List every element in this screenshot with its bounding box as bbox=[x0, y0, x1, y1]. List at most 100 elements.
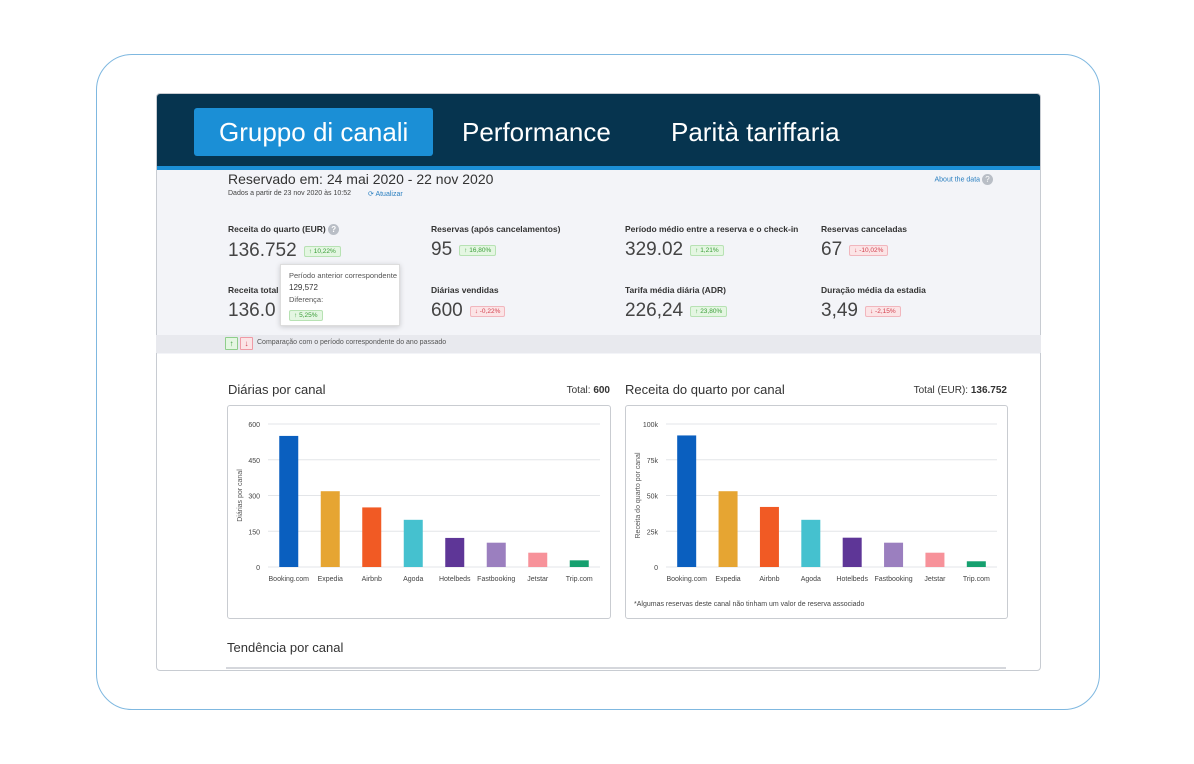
refresh-link[interactable]: ⟳ Atualizar bbox=[368, 190, 403, 198]
x-tick-label: Airbnb bbox=[362, 576, 382, 583]
diarias-title: Diárias por canal bbox=[228, 382, 326, 397]
diarias-total: Total: 600 bbox=[566, 385, 610, 396]
metric-value: 600 bbox=[431, 300, 463, 321]
bar-fastbooking[interactable] bbox=[486, 542, 506, 567]
about-data-label: About the data bbox=[934, 176, 981, 184]
bar-booking-com[interactable] bbox=[279, 435, 299, 567]
trend-chart-top-border bbox=[226, 667, 1006, 669]
tab-parita-tariffaria[interactable]: Parità tariffaria bbox=[671, 117, 840, 147]
metric-value: 136.0 bbox=[228, 300, 276, 321]
metric-label: Duração média da estadia bbox=[821, 285, 926, 295]
bar-airbnb[interactable] bbox=[362, 507, 382, 567]
x-tick-label: Expedia bbox=[715, 576, 740, 583]
change-badge: ↑ 5,25% bbox=[289, 310, 323, 321]
diarias-chart: 0 150 300 450 600 Diárias por canal Booking.co… bbox=[227, 405, 611, 619]
metric-receita-quarto: Receita do quarto (EUR) ? 136.752 ↑ 10,2… bbox=[228, 224, 418, 262]
refresh-label: Atualizar bbox=[375, 191, 403, 198]
metric-periodo-medio: Período médio entre a reserva e o check-… bbox=[625, 224, 815, 261]
bar-expedia[interactable] bbox=[320, 491, 340, 567]
metric-label: Tarifa média diária (ADR) bbox=[625, 285, 726, 295]
content-area: Reservado em: 24 mai 2020 - 22 nov 2020 … bbox=[156, 93, 1041, 671]
y-tick-label: 450 bbox=[248, 458, 260, 465]
tooltip-title: Período anterior correspondente bbox=[289, 271, 397, 280]
about-data-link[interactable]: About the data ? bbox=[934, 174, 993, 185]
comparison-text: Comparação com o período correspondente … bbox=[257, 339, 447, 346]
metric-label: Reservas canceladas bbox=[821, 224, 908, 234]
metric-reservas-canceladas: Reservas canceladas 67 ↓ -10,02% bbox=[821, 224, 1011, 261]
tab-performance[interactable]: Performance bbox=[462, 117, 611, 147]
x-tick-label: Agoda bbox=[403, 576, 423, 583]
x-tick-label: Fastbooking bbox=[874, 576, 912, 583]
metric-adr: Tarifa média diária (ADR) 226,24 ↑ 23,80… bbox=[625, 285, 815, 322]
metric-label: Diárias vendidas bbox=[431, 285, 499, 295]
x-tick-label: Hotelbeds bbox=[836, 576, 868, 583]
metric-label: Período médio entre a reserva e o check-… bbox=[625, 224, 799, 234]
help-icon[interactable]: ? bbox=[982, 174, 993, 185]
trend-title: Tendência por canal bbox=[227, 640, 344, 655]
bar-airbnb[interactable] bbox=[759, 506, 779, 567]
change-badge: ↓ -10,02% bbox=[849, 244, 889, 256]
arrow-up-icon: ↑ bbox=[225, 337, 238, 350]
x-tick-label: Jetstar bbox=[924, 576, 946, 583]
metric-value: 329.02 bbox=[625, 239, 684, 260]
metric-label: Reservas (após cancelamentos) bbox=[431, 224, 561, 234]
bar-trip-com[interactable] bbox=[569, 560, 589, 567]
bar-jetstar[interactable] bbox=[528, 552, 548, 567]
x-tick-label: Booking.com bbox=[269, 576, 310, 583]
change-badge: ↑ 1,21% bbox=[690, 244, 724, 256]
diarias-chart-svg: 0 150 300 450 600 Diárias por canal Booking.co… bbox=[237, 422, 600, 583]
y-tick-label: 0 bbox=[654, 565, 658, 572]
change-badge: ↓ -2,15% bbox=[864, 305, 901, 317]
x-tick-label: Airbnb bbox=[759, 576, 779, 583]
arrow-up-icon: ↑ bbox=[308, 247, 312, 255]
arrow-down-icon: ↓ bbox=[869, 307, 874, 315]
bar-booking-com[interactable] bbox=[677, 435, 697, 567]
bar-trip-com[interactable] bbox=[966, 561, 986, 567]
data-timestamp: Dados a partir de 23 nov 2020 às 10:52 bbox=[228, 190, 351, 197]
x-tick-label: Trip.com bbox=[963, 576, 990, 583]
change-badge: ↑ 10,22% bbox=[303, 245, 341, 257]
arrow-down-icon: ↓ bbox=[474, 307, 478, 315]
bar-agoda[interactable] bbox=[403, 519, 423, 567]
change-badge: ↑ 23,80% bbox=[690, 305, 728, 317]
bar-expedia[interactable] bbox=[718, 491, 738, 567]
metric-value: 226,24 bbox=[625, 300, 684, 321]
tab-gruppo-di-canali[interactable]: Gruppo di canali bbox=[194, 108, 434, 156]
help-icon[interactable]: ? bbox=[328, 224, 340, 236]
arrow-up-icon: ↑ bbox=[695, 246, 699, 254]
metric-value: 95 bbox=[431, 239, 453, 260]
bar-jetstar[interactable] bbox=[925, 552, 945, 567]
bar-hotelbeds[interactable] bbox=[445, 537, 465, 567]
change-badge: ↑ 16,80% bbox=[459, 244, 497, 256]
arrow-down-icon: ↓ bbox=[240, 337, 253, 350]
bar-fastbooking[interactable] bbox=[884, 542, 904, 567]
metric-label: Receita total bbox=[228, 285, 279, 295]
comparison-legend: ↑ ↓ Comparação com o período corresponde… bbox=[156, 335, 1041, 353]
bar-hotelbeds[interactable] bbox=[842, 537, 862, 567]
metric-diarias-vendidas: Diárias vendidas 600 ↓ -0,22% bbox=[431, 285, 621, 322]
metric-label: Receita do quarto (EUR) bbox=[228, 224, 326, 234]
y-tick-label: 600 bbox=[248, 422, 260, 429]
chart-note: *Algumas reservas deste canal não tinham… bbox=[634, 601, 865, 608]
arrow-up-icon: ↑ bbox=[294, 312, 298, 319]
y-axis-label: Receita do quarto por canal bbox=[635, 452, 642, 538]
arrow-down-icon: ↓ bbox=[854, 246, 858, 254]
comparison-tooltip: Período anterior correspondente 129,572 … bbox=[280, 264, 400, 326]
bar-agoda[interactable] bbox=[801, 519, 821, 567]
receita-title: Receita do quarto por canal bbox=[625, 382, 785, 397]
refresh-icon: ⟳ bbox=[368, 191, 374, 198]
y-tick-label: 150 bbox=[248, 529, 260, 536]
tooltip-value: 129,572 bbox=[289, 283, 318, 292]
y-tick-label: 75k bbox=[647, 458, 659, 465]
x-tick-label: Booking.com bbox=[666, 576, 707, 583]
receita-total: Total (EUR): 136.752 bbox=[913, 385, 1007, 396]
y-tick-label: 50k bbox=[647, 494, 659, 501]
metric-value: 67 bbox=[821, 239, 843, 260]
x-tick-label: Expedia bbox=[318, 576, 343, 583]
x-tick-label: Jetstar bbox=[527, 576, 549, 583]
x-tick-label: Hotelbeds bbox=[439, 576, 471, 583]
change-badge: ↓ -0,22% bbox=[469, 305, 506, 317]
receita-chart-svg: 0 25k 50k 75k 100k Receita do quarto por cana… bbox=[635, 422, 997, 583]
y-axis-label: Diárias por canal bbox=[237, 469, 244, 522]
arrow-up-icon: ↑ bbox=[695, 307, 699, 315]
